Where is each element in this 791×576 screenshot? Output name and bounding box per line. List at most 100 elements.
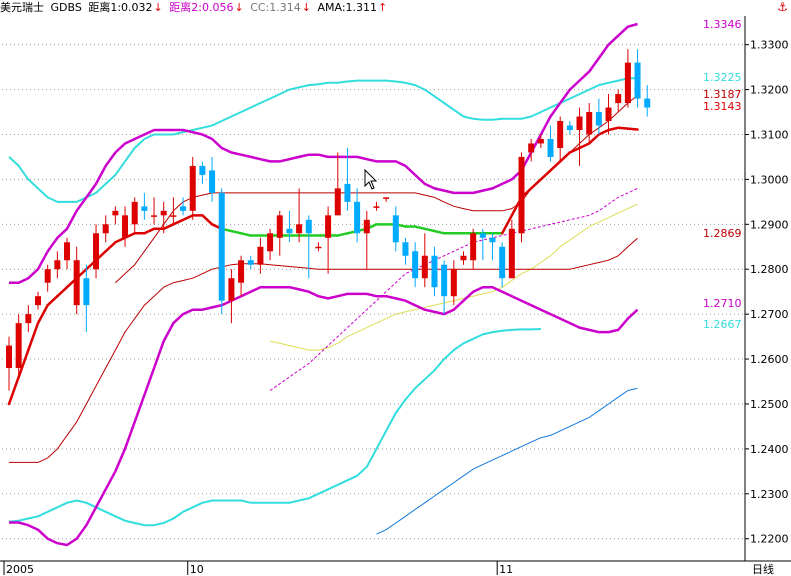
y-tick-label: 1.2400 bbox=[750, 443, 789, 456]
candle-body bbox=[537, 138, 544, 144]
candle-body bbox=[489, 237, 496, 243]
candle-body bbox=[354, 201, 361, 234]
candle-body bbox=[383, 197, 390, 199]
indicator-ama: AMA:1.311↑ bbox=[317, 1, 388, 14]
candle-body bbox=[296, 224, 303, 234]
candle-body bbox=[421, 255, 428, 279]
series-line-ama bbox=[230, 229, 243, 235]
y-tick-label: 1.2700 bbox=[750, 308, 789, 321]
candle-body bbox=[189, 165, 196, 211]
candle-body bbox=[499, 246, 506, 279]
right-value-label: 1.3143 bbox=[703, 100, 742, 113]
series-line-ama bbox=[143, 227, 156, 235]
candle-body bbox=[450, 269, 457, 297]
series-line-ama bbox=[558, 151, 572, 163]
candle-body bbox=[151, 215, 158, 217]
anchor-icon[interactable]: ⚓ bbox=[777, 0, 788, 14]
series-line-ama bbox=[433, 229, 446, 235]
candle-body bbox=[412, 251, 419, 279]
candle-body bbox=[373, 206, 380, 208]
right-value-label: 1.2869 bbox=[703, 227, 742, 240]
y-tick-label: 1.3200 bbox=[750, 84, 789, 97]
candle-body bbox=[93, 233, 100, 270]
candle-body bbox=[141, 206, 148, 211]
candle-body bbox=[547, 138, 554, 157]
series-line-ama bbox=[36, 303, 49, 325]
candle-body bbox=[35, 296, 42, 306]
x-unit-label: 日线 bbox=[752, 562, 774, 576]
candle-body bbox=[557, 121, 564, 148]
candle-body bbox=[267, 233, 274, 252]
candle-body bbox=[325, 215, 332, 238]
candle-body bbox=[566, 125, 573, 130]
candle-body bbox=[160, 210, 167, 216]
candle-body bbox=[247, 260, 254, 265]
series-line-cyan-upper bbox=[8, 77, 638, 203]
series-line-ama bbox=[181, 214, 194, 222]
candle-body bbox=[615, 94, 622, 104]
indicator-cc: CC:1.314↓ bbox=[250, 1, 311, 14]
series-line-ama bbox=[549, 160, 562, 172]
y-tick-label: 1.2900 bbox=[750, 218, 789, 231]
candle-body bbox=[402, 242, 409, 256]
candle-body bbox=[392, 215, 399, 243]
x-tick-label: 11 bbox=[499, 563, 513, 576]
candle-body bbox=[586, 112, 593, 135]
candle-body bbox=[54, 260, 61, 270]
y-tick-label: 1.3000 bbox=[750, 173, 789, 186]
right-value-label: 1.3187 bbox=[703, 88, 742, 101]
y-tick-label: 1.2600 bbox=[750, 353, 789, 366]
candle-body bbox=[431, 255, 438, 288]
candle-body bbox=[199, 165, 206, 175]
candle-body bbox=[112, 210, 119, 216]
x-tick-label: 2005 bbox=[6, 563, 34, 576]
candle-body bbox=[44, 269, 51, 283]
candle-body bbox=[64, 242, 71, 261]
series-line-boll-lower bbox=[9, 285, 639, 547]
candle-body bbox=[122, 215, 129, 238]
y-tick-label: 1.2800 bbox=[750, 263, 789, 276]
series-line-ama bbox=[104, 241, 117, 253]
series-line-ama bbox=[239, 232, 252, 237]
indicator-distance1: 距离1:0.032↓ bbox=[88, 1, 163, 14]
candle-body bbox=[315, 246, 322, 249]
series-line-mid-lower bbox=[9, 237, 638, 463]
series-line-ama bbox=[56, 285, 69, 298]
series-line-ama bbox=[529, 178, 543, 190]
candle-body bbox=[25, 314, 32, 324]
candle-body bbox=[83, 278, 90, 306]
candle-body bbox=[73, 260, 80, 306]
series-line-ama bbox=[7, 375, 20, 406]
series-line-ama bbox=[114, 236, 127, 244]
series-line-ama bbox=[500, 214, 514, 235]
candle-body bbox=[6, 345, 12, 369]
candle-body bbox=[228, 278, 235, 301]
series-line-ama bbox=[201, 214, 214, 226]
series-line-cyan-lower bbox=[8, 328, 541, 527]
candle-body bbox=[441, 264, 448, 297]
candle-body bbox=[634, 62, 641, 99]
series-line-ama bbox=[336, 232, 349, 237]
candle-body bbox=[334, 188, 341, 216]
candle-body bbox=[605, 107, 612, 122]
right-value-label: 1.2667 bbox=[703, 318, 742, 331]
candle-body bbox=[508, 228, 515, 279]
candle-body bbox=[218, 192, 225, 301]
series-line-ama bbox=[27, 321, 40, 352]
indicator-distance2: 距离2:0.056↓ bbox=[169, 1, 244, 14]
candle-body bbox=[180, 206, 187, 211]
series-line-ama bbox=[17, 348, 30, 379]
candle-body bbox=[576, 116, 583, 130]
candle-body bbox=[286, 228, 293, 234]
y-tick-label: 1.2500 bbox=[750, 398, 789, 411]
mouse-cursor-icon bbox=[364, 168, 378, 190]
series-line-ama bbox=[423, 227, 436, 233]
y-tick-label: 1.3300 bbox=[750, 39, 789, 52]
candle-body bbox=[470, 233, 477, 261]
indicator-header: 美元瑞士 GDBS 距离1:0.032↓ 距离2:0.056↓ CC:1.314… bbox=[0, 0, 390, 16]
series-line-ama bbox=[568, 146, 581, 154]
y-tick-label: 1.2300 bbox=[750, 488, 789, 501]
series-line-ama bbox=[413, 225, 427, 231]
